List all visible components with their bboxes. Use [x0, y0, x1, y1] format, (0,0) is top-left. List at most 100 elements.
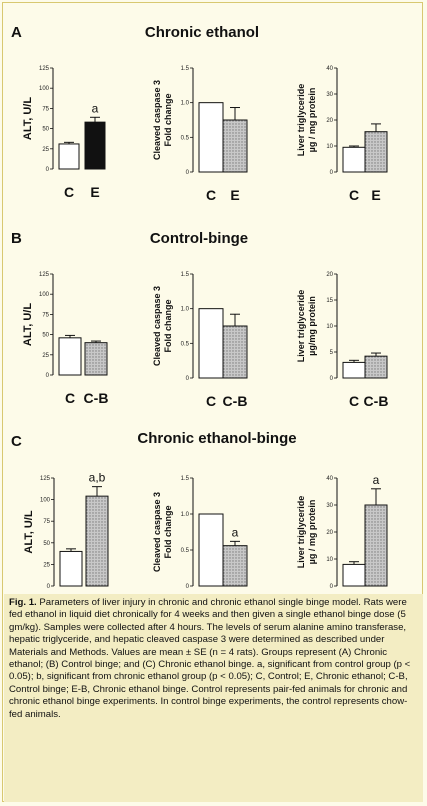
- y-tick-label: 20: [326, 118, 333, 124]
- bar-e-b: [365, 505, 387, 586]
- caption-label: Fig. 1.: [9, 597, 37, 608]
- chart-b-triglyceride: 0 5 10 15 20 Liver triglyceride µg/mg protein C…: [305, 266, 415, 416]
- y-tick-label: 125: [39, 66, 50, 72]
- y-tick-label: 5: [330, 350, 334, 356]
- y-tick-label: 40: [326, 476, 333, 482]
- x-category-label: C-B: [364, 393, 389, 409]
- y-tick-label: 75: [42, 106, 49, 112]
- y-tick-label: 20: [326, 272, 333, 278]
- y-tick-label: 25: [43, 562, 50, 568]
- y-axis-label: Cleaved caspase 3: [152, 492, 162, 572]
- significance-label: a: [92, 101, 99, 115]
- y-tick-label: 10: [326, 324, 333, 330]
- bar-c: [343, 147, 365, 172]
- bar-c: [343, 362, 365, 378]
- y-tick-label: 25: [42, 147, 49, 153]
- x-category-label: C: [206, 187, 216, 203]
- y-tick-label: 0: [330, 170, 334, 176]
- y-axis-label: Cleaved caspase 3: [152, 80, 162, 160]
- y-tick-label: 75: [42, 312, 49, 318]
- panel-c-letter: C: [11, 433, 22, 450]
- bar-e-b: [223, 546, 247, 586]
- bar-e: [223, 120, 247, 172]
- panel-c-title: Chronic ethanol-binge: [67, 430, 367, 447]
- panel-b-title: Control-binge: [49, 230, 349, 247]
- x-category-label: E: [371, 187, 380, 203]
- significance-label: a: [373, 473, 380, 487]
- y-tick-label: 15: [326, 298, 333, 304]
- y-tick-label: 0: [330, 376, 334, 382]
- y-tick-label: 30: [326, 503, 333, 509]
- bar-c: [199, 514, 223, 586]
- y-tick-label: 0: [330, 584, 334, 590]
- y-tick-label: 0.5: [181, 135, 190, 141]
- x-category-label: C-B: [84, 390, 109, 406]
- y-tick-label: 75: [43, 519, 50, 525]
- bar-c: [59, 144, 79, 169]
- x-category-label: C: [349, 393, 359, 409]
- bar-c-b: [365, 356, 387, 378]
- y-axis-label: µg/mg protein: [307, 296, 317, 356]
- y-axis-label: ALT, U/L: [22, 97, 34, 140]
- y-axis-label: Fold change: [163, 299, 173, 352]
- x-category-label: C: [64, 184, 74, 200]
- y-tick-label: 125: [39, 272, 50, 278]
- y-tick-label: 1.0: [181, 101, 190, 107]
- y-tick-label: 40: [326, 66, 333, 72]
- bar-c: [59, 338, 81, 375]
- y-axis-label: µg / mg protein: [307, 500, 317, 565]
- panel-a-title: Chronic ethanol: [52, 24, 352, 41]
- y-tick-label: 30: [326, 92, 333, 98]
- bar-c-b: [223, 326, 247, 378]
- x-category-label: C: [206, 393, 216, 409]
- bar-e: [85, 122, 105, 169]
- chart-a-alt: 0 25 50 75 100 125 ALT, U/L Ca E: [20, 60, 130, 210]
- y-tick-label: 0: [47, 584, 51, 590]
- y-axis-label: Liver triglyceride: [296, 290, 306, 363]
- x-category-label: E: [230, 187, 239, 203]
- x-category-label: C: [349, 187, 359, 203]
- x-category-label: E: [90, 184, 99, 200]
- bar-c: [199, 309, 223, 378]
- figure-caption: Fig. 1. Parameters of liver injury in ch…: [4, 594, 423, 802]
- panel-a-letter: A: [11, 24, 22, 41]
- y-tick-label: 0: [186, 584, 190, 590]
- y-axis-label: Fold change: [163, 93, 173, 146]
- bar-c-b: [85, 343, 107, 375]
- y-tick-label: 50: [42, 333, 49, 339]
- chart-a-triglyceride: 0 10 20 30 40 Liver triglyceride µg / mg prote…: [305, 60, 415, 210]
- y-tick-label: 10: [326, 557, 333, 563]
- y-tick-label: 1.0: [181, 307, 190, 313]
- y-axis-label: Cleaved caspase 3: [152, 286, 162, 366]
- y-tick-label: 20: [326, 530, 333, 536]
- bar-e-b: [86, 496, 108, 586]
- chart-b-alt: 0 25 50 75 100 125 ALT, U/L C C-B: [20, 266, 130, 416]
- y-axis-label: ALT, U/L: [22, 303, 34, 346]
- x-category-label: C: [65, 390, 75, 406]
- y-tick-label: 0: [46, 373, 50, 379]
- y-tick-label: 50: [42, 127, 49, 133]
- y-axis-label: Fold change: [163, 505, 173, 558]
- y-tick-label: 25: [42, 353, 49, 359]
- y-axis-label: ALT, U/L: [23, 510, 35, 553]
- y-tick-label: 0: [46, 167, 50, 173]
- y-tick-label: 100: [39, 292, 50, 298]
- significance-label: a,b: [89, 471, 106, 485]
- caption-text: Parameters of liver injury in chronic an…: [9, 597, 410, 720]
- bar-c: [199, 103, 223, 172]
- bar-e: [365, 132, 387, 172]
- y-tick-label: 50: [43, 541, 50, 547]
- y-tick-label: 0.5: [181, 341, 190, 347]
- y-axis-label: Liver triglyceride: [296, 84, 306, 157]
- panel-b-letter: B: [11, 230, 22, 247]
- chart-b-caspase: 0 0.5 1.0 1.5 Cleaved caspase 3 Fold change C C…: [163, 266, 273, 416]
- bar-c: [343, 564, 365, 586]
- y-tick-label: 0: [186, 170, 190, 176]
- y-axis-label: µg / mg protein: [307, 88, 317, 153]
- y-tick-label: 10: [326, 144, 333, 150]
- y-tick-label: 100: [40, 498, 51, 504]
- bar-c: [60, 551, 82, 586]
- y-tick-label: 100: [39, 86, 50, 92]
- chart-a-caspase: 0 0.5 1.0 1.5 Cleaved caspase 3 Fold change C E: [163, 60, 273, 210]
- y-tick-label: 1.0: [181, 512, 190, 518]
